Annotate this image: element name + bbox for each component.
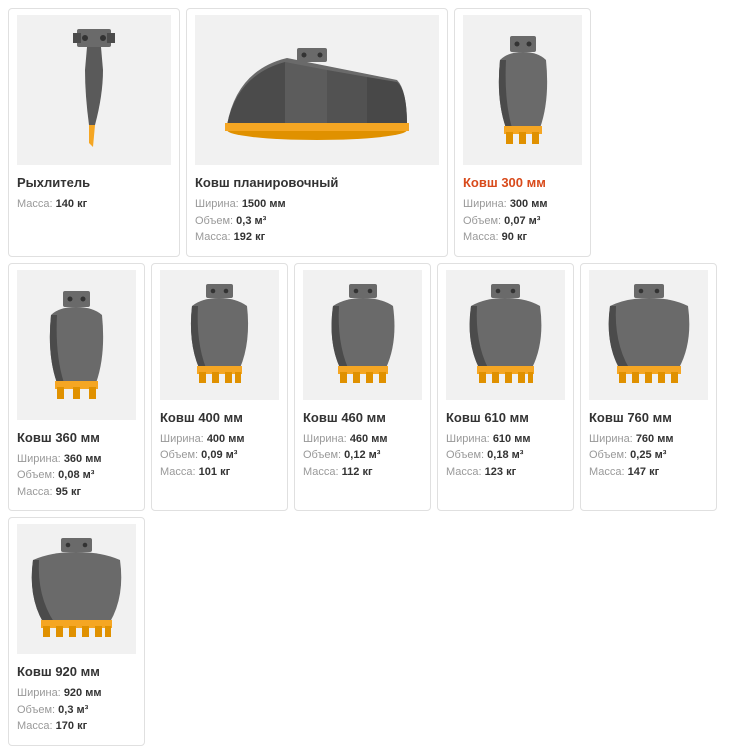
spec-unit: м³ <box>529 215 541 227</box>
product-card-planirovochny[interactable]: Ковш планировочный Ширина: 1500 мм Объем… <box>186 8 448 257</box>
spec-label: Объем: <box>463 215 501 227</box>
spec-value: 360 <box>64 453 82 465</box>
spec-label: Ширина: <box>17 453 61 465</box>
bucket-icon <box>453 280 558 390</box>
spec-label: Ширина: <box>463 198 507 210</box>
spec-label: Объем: <box>195 215 233 227</box>
spec-width: Ширина: 300 мм <box>463 196 582 213</box>
product-card-b920[interactable]: Ковш 920 мм Ширина: 920 мм Объем: 0,3 м³… <box>8 517 145 746</box>
spec-unit: кг <box>77 198 87 210</box>
spec-value: 1500 <box>242 198 266 210</box>
product-image <box>17 270 136 420</box>
spec-unit: мм <box>85 453 101 465</box>
spec-value: 0,08 <box>58 469 79 481</box>
product-image <box>303 270 422 400</box>
bucket-icon <box>478 30 568 150</box>
spec-mass: Масса: 192 кг <box>195 229 439 246</box>
bucket-icon <box>594 280 704 390</box>
spec-value: 95 <box>56 486 68 498</box>
spec-unit: кг <box>517 231 527 243</box>
product-image <box>463 15 582 165</box>
spec-label: Масса: <box>17 486 53 498</box>
spec-value: 0,07 <box>504 215 525 227</box>
bucket-icon <box>19 534 134 644</box>
spec-value: 90 <box>502 231 514 243</box>
spec-unit: м³ <box>255 215 267 227</box>
product-title: Ковш планировочный <box>195 175 439 190</box>
product-grid: Рыхлитель Масса: 140 кг Ковш планировочн… <box>8 8 732 746</box>
product-title: Ковш 360 мм <box>17 430 136 445</box>
product-image <box>589 270 708 400</box>
spec-mass: Масса: 90 кг <box>463 229 582 246</box>
spec-value: 140 <box>56 198 74 210</box>
product-card-b460[interactable]: Ковш 460 мм Ширина: 460 мм Объем: 0,12 м… <box>294 263 431 512</box>
product-title: Ковш 400 мм <box>160 410 279 425</box>
product-image <box>17 524 136 654</box>
spec-volume: Объем: 0,3 м³ <box>195 213 439 230</box>
grading-bucket-icon <box>207 30 427 150</box>
product-image <box>160 270 279 400</box>
bucket-icon <box>29 285 124 405</box>
spec-mass: Масса: 140 кг <box>17 196 171 213</box>
spec-volume: Объем: 0,08 м³ <box>17 467 136 484</box>
spec-label: Масса: <box>463 231 499 243</box>
product-title: Рыхлитель <box>17 175 171 190</box>
product-card-b300[interactable]: Ковш 300 мм Ширина: 300 мм Объем: 0,07 м… <box>454 8 591 257</box>
spec-label: Масса: <box>17 198 53 210</box>
product-title: Ковш 610 мм <box>446 410 565 425</box>
spec-value: 300 <box>510 198 528 210</box>
spec-width: Ширина: 1500 мм <box>195 196 439 213</box>
spec-unit: м³ <box>83 469 95 481</box>
spec-label: Масса: <box>195 231 231 243</box>
product-title: Ковш 300 мм <box>463 175 582 190</box>
ripper-icon <box>59 25 129 155</box>
product-card-b400[interactable]: Ковш 400 мм Ширина: 400 мм Объем: 0,09 м… <box>151 263 288 512</box>
spec-unit: мм <box>269 198 285 210</box>
spec-width: Ширина: 360 мм <box>17 451 136 468</box>
product-title: Ковш 920 мм <box>17 664 136 679</box>
product-title: Ковш 760 мм <box>589 410 708 425</box>
spec-mass: Масса: 95 кг <box>17 484 136 501</box>
spec-value: 192 <box>234 231 252 243</box>
product-card-b760[interactable]: Ковш 760 мм Ширина: 760 мм Объем: 0,25 м… <box>580 263 717 512</box>
spec-value: 0,3 <box>236 215 251 227</box>
spec-unit: кг <box>255 231 265 243</box>
bucket-icon <box>313 280 413 390</box>
product-card-b360[interactable]: Ковш 360 мм Ширина: 360 мм Объем: 0,08 м… <box>8 263 145 512</box>
spec-volume: Объем: 0,07 м³ <box>463 213 582 230</box>
bucket-icon <box>172 280 267 390</box>
product-card-ripper[interactable]: Рыхлитель Масса: 140 кг <box>8 8 180 257</box>
product-title: Ковш 460 мм <box>303 410 422 425</box>
product-card-b610[interactable]: Ковш 610 мм Ширина: 610 мм Объем: 0,18 м… <box>437 263 574 512</box>
spec-unit: мм <box>531 198 547 210</box>
product-image <box>195 15 439 165</box>
spec-unit: кг <box>71 486 81 498</box>
product-image <box>446 270 565 400</box>
spec-label: Объем: <box>17 469 55 481</box>
product-image <box>17 15 171 165</box>
spec-label: Ширина: <box>195 198 239 210</box>
